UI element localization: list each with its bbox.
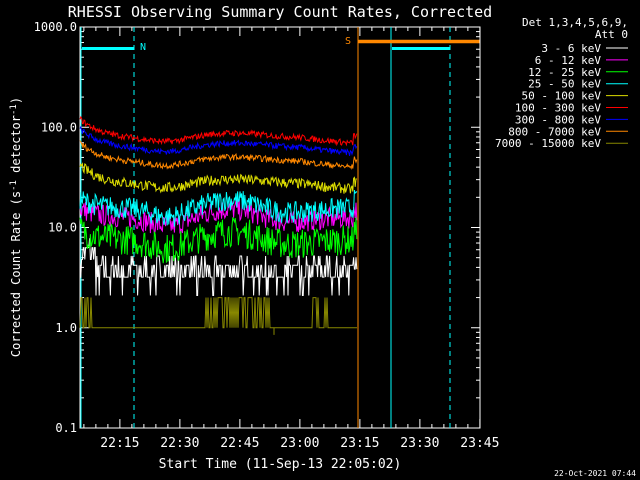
y-tick-label: 100.0 <box>41 120 77 134</box>
x-tick-label: 23:15 <box>340 436 379 451</box>
legend-label: 12 - 25 keV <box>528 66 601 79</box>
series-layer <box>79 115 358 335</box>
y-tick-label: 1.0 <box>55 321 77 335</box>
y-tick-label: 0.1 <box>55 421 77 435</box>
night-label: N <box>140 42 146 53</box>
legend-label: 50 - 100 keV <box>522 90 602 103</box>
saa-label: S <box>345 36 351 47</box>
y-axis: 1000.0 100.0 10.0 1.0 0.1 <box>34 20 480 435</box>
x-tick-label: 22:30 <box>160 436 199 451</box>
series-50-100kev-line <box>79 162 357 194</box>
x-tick-label: 22:45 <box>220 436 259 451</box>
legend-header-line-1: Det 1,3,4,5,6,9, <box>522 16 628 29</box>
series-7000-15000kev-line <box>79 297 357 329</box>
x-tick-label: 23:45 <box>460 436 499 451</box>
legend-label: 800 - 7000 keV <box>508 125 601 138</box>
x-tick-label: 23:30 <box>400 436 439 451</box>
footer-timestamp: 22-Oct-2021 07:44 <box>554 469 636 478</box>
y-tick-label: 10.0 <box>48 221 77 235</box>
series-100-300kev-line <box>79 115 358 147</box>
chart-title: RHESSI Observing Summary Count Rates, Co… <box>68 3 492 21</box>
x-tick-label: 22:15 <box>100 436 139 451</box>
series-25-50kev-line <box>79 189 358 227</box>
legend-label: 25 - 50 keV <box>528 78 601 91</box>
y-axis-label: Corrected Count Rate (s-1 detector-1) <box>9 97 23 357</box>
legend-header-line-2: Att 0 <box>595 28 628 41</box>
series-12-25kev-line <box>79 217 358 264</box>
series-300-800kev-line <box>79 125 358 156</box>
y-tick-label: 1000.0 <box>34 20 77 34</box>
legend-label: 300 - 800 keV <box>515 113 601 126</box>
series-800-7000kev-line <box>79 140 358 170</box>
legend-label: 7000 - 15000 keV <box>495 137 601 150</box>
x-axis-label: Start Time (11-Sep-13 22:05:02) <box>159 457 402 472</box>
legend-label: 100 - 300 keV <box>515 102 601 115</box>
legend-label: 6 - 12 keV <box>535 54 602 67</box>
x-tick-label: 23:00 <box>280 436 319 451</box>
annotation-layer: NS <box>80 27 480 428</box>
legend-label: 3 - 6 keV <box>541 42 601 55</box>
x-axis: 22:15 22:30 22:45 23:00 23:15 23:30 23:45 <box>83 27 499 451</box>
series-3-6kev-line <box>79 238 358 296</box>
